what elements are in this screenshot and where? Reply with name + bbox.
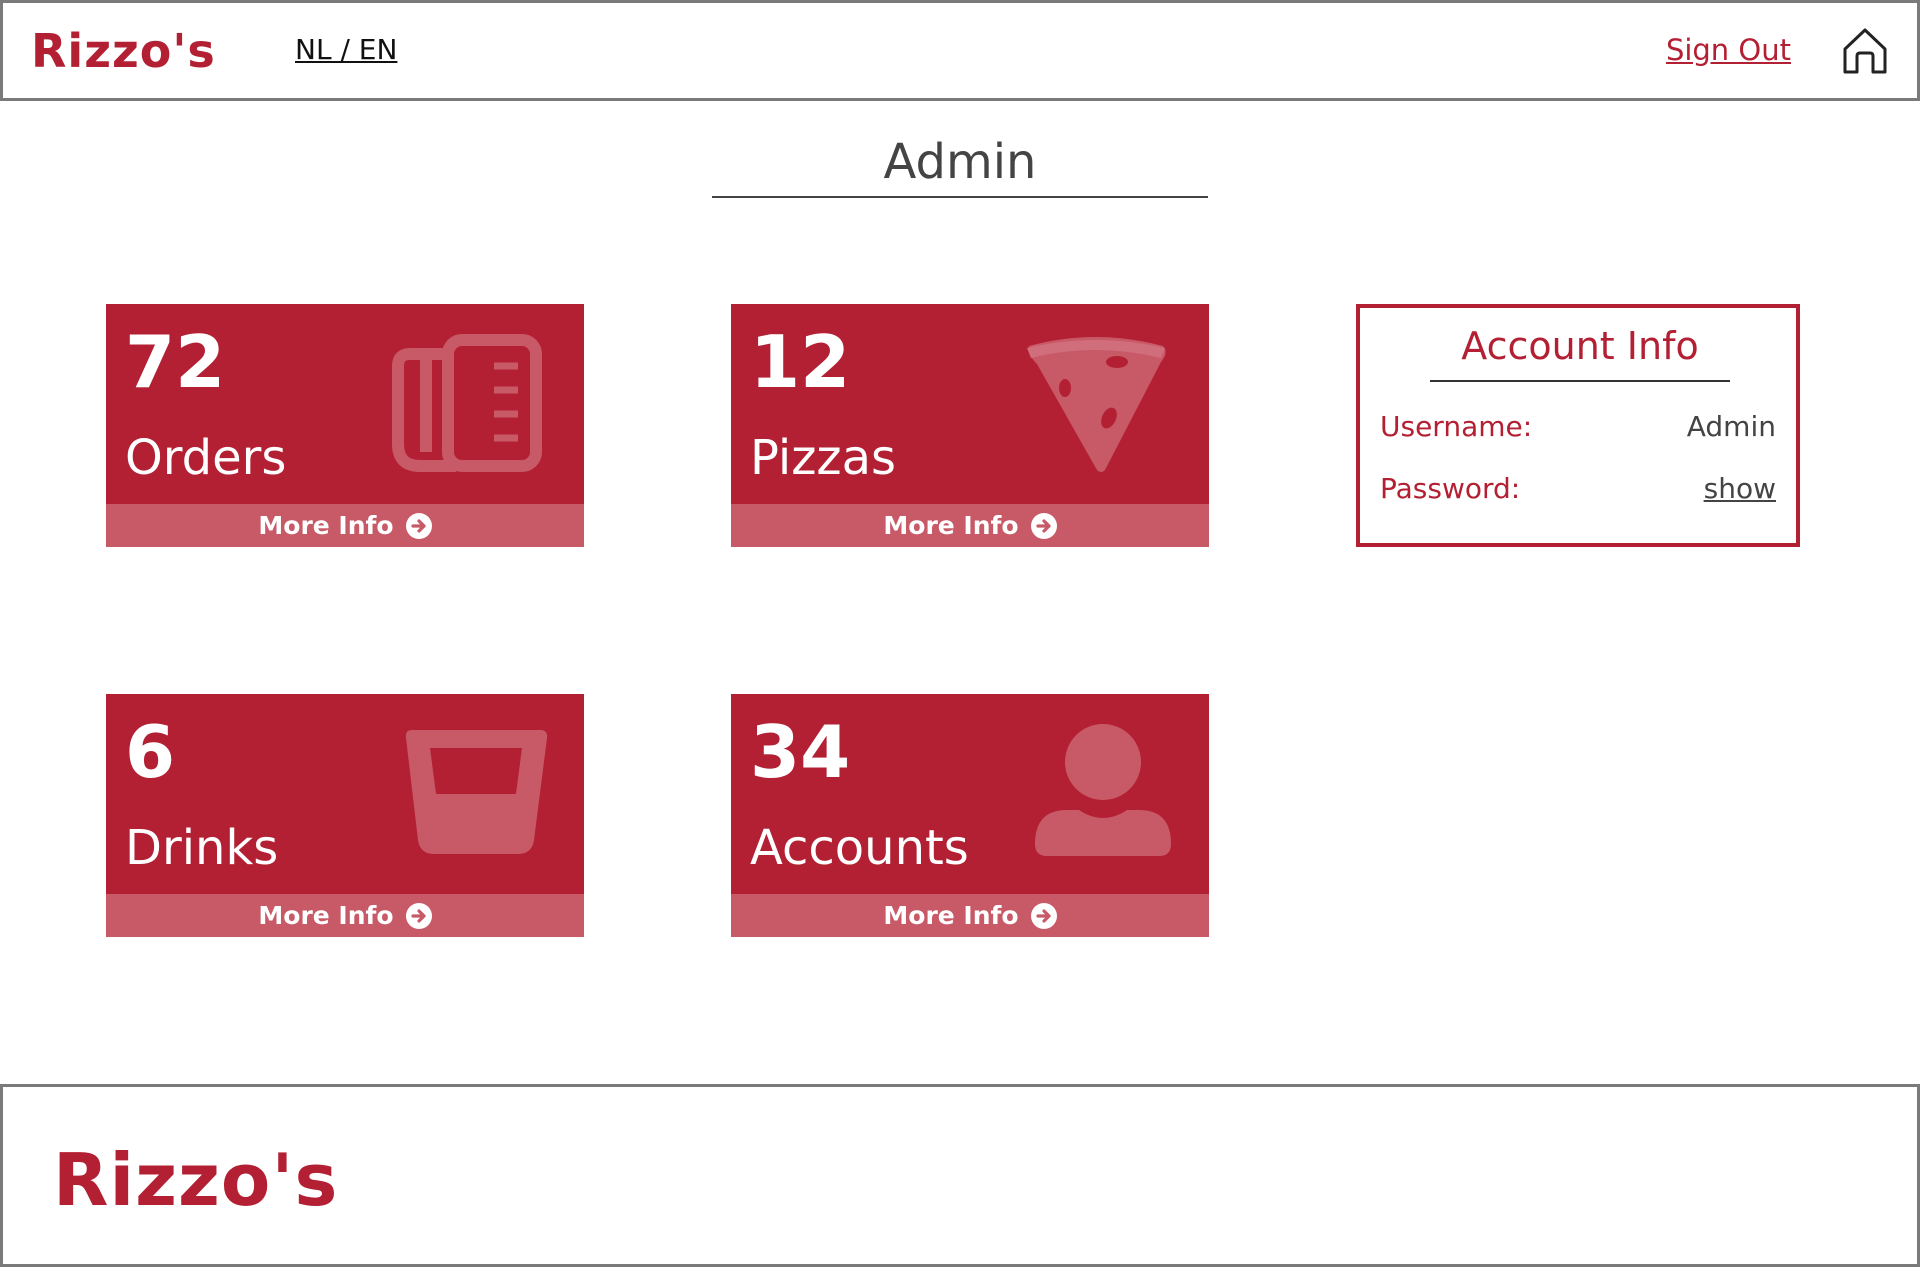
username-label: Username: xyxy=(1380,410,1533,443)
drinks-more-info-button[interactable]: More Info xyxy=(106,894,584,937)
accounts-more-info-label: More Info xyxy=(883,901,1019,930)
drinks-more-info-label: More Info xyxy=(258,901,394,930)
arrow-right-circle-icon xyxy=(1030,902,1057,929)
glass-icon xyxy=(405,730,548,854)
brand-logo-text: Rizzo's xyxy=(31,24,216,78)
pizzas-label: Pizzas xyxy=(750,430,897,486)
orders-more-info-button[interactable]: More Info xyxy=(106,504,584,547)
footer-brand-logo-text: Rizzo's xyxy=(53,1137,339,1222)
arrow-right-circle-icon xyxy=(405,512,432,539)
drinks-count: 6 xyxy=(125,710,176,794)
orders-label: Orders xyxy=(125,430,287,486)
drinks-label: Drinks xyxy=(125,820,279,876)
password-label: Password: xyxy=(1380,472,1521,505)
show-password-link[interactable]: show xyxy=(1703,472,1776,505)
top-header: Rizzo's NL / EN Sign Out xyxy=(0,0,1920,101)
receipt-icon xyxy=(392,334,542,472)
brand-logo[interactable]: Rizzo's xyxy=(31,21,216,81)
language-switch[interactable]: NL / EN xyxy=(295,33,398,66)
pizzas-card[interactable]: 12 Pizzas More Info xyxy=(731,304,1209,547)
page-title: Admin xyxy=(712,134,1208,198)
pizzas-more-info-label: More Info xyxy=(883,511,1019,540)
drinks-card[interactable]: 6 Drinks More Info xyxy=(106,694,584,937)
username-row: Username: Admin xyxy=(1380,410,1776,443)
arrow-right-circle-icon xyxy=(1030,512,1057,539)
footer-brand-logo[interactable]: Rizzo's xyxy=(53,1137,338,1222)
arrow-right-circle-icon xyxy=(405,902,432,929)
orders-count: 72 xyxy=(125,320,226,404)
sign-out-link[interactable]: Sign Out xyxy=(1665,33,1791,67)
account-info-panel: Account Info Username: Admin Password: s… xyxy=(1356,304,1800,547)
pizzas-more-info-button[interactable]: More Info xyxy=(731,504,1209,547)
user-icon xyxy=(1035,724,1171,856)
accounts-count: 34 xyxy=(750,710,851,794)
home-icon[interactable] xyxy=(1839,25,1891,77)
pizzas-count: 12 xyxy=(750,320,851,404)
orders-card[interactable]: 72 Orders More Info xyxy=(106,304,584,547)
accounts-card[interactable]: 34 Accounts More Info xyxy=(731,694,1209,937)
page-footer: Rizzo's xyxy=(0,1084,1920,1267)
accounts-label: Accounts xyxy=(750,820,969,876)
pizza-slice-icon xyxy=(1027,337,1166,472)
account-info-title: Account Info xyxy=(1430,324,1730,382)
accounts-more-info-button[interactable]: More Info xyxy=(731,894,1209,937)
password-row: Password: show xyxy=(1380,472,1776,505)
orders-more-info-label: More Info xyxy=(258,511,394,540)
username-value: Admin xyxy=(1686,410,1776,443)
